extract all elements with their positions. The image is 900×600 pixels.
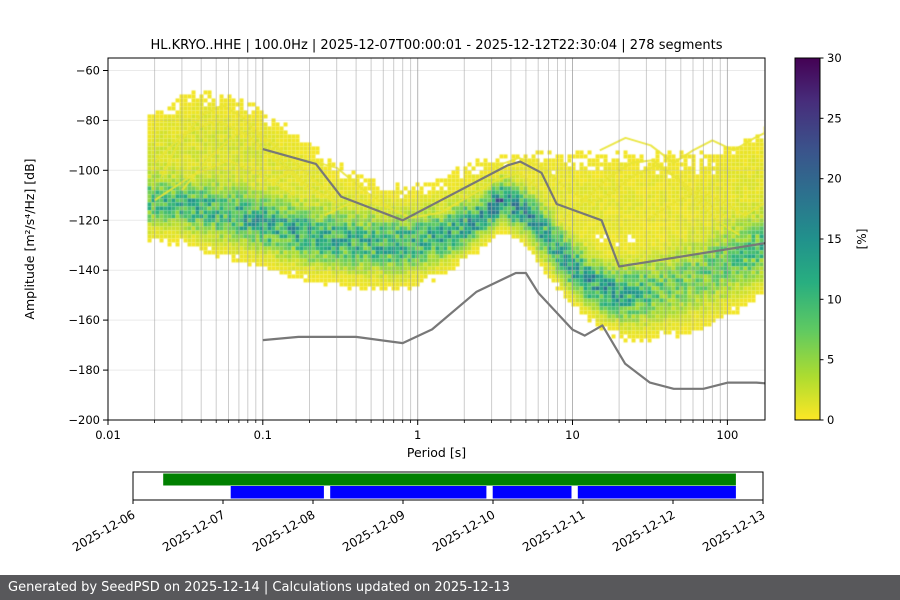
svg-text:−140: −140: [68, 263, 100, 277]
timeline-data-segment: [577, 486, 736, 499]
svg-text:−160: −160: [68, 313, 100, 327]
colorbar-label: [%]: [855, 229, 869, 250]
plot-border: [107, 57, 766, 421]
svg-text:5: 5: [827, 353, 834, 367]
plot-title: HL.KRYO..HHE | 100.0Hz | 2025-12-07T00:0…: [150, 38, 723, 53]
timeline-date-label: 2025-12-07: [160, 507, 227, 554]
y-axis: −60 −80 −100 −120 −140 −160 −180 −200 Amplitude …: [22, 64, 108, 427]
svg-text:10: 10: [827, 292, 842, 306]
x-axis-label: Period [s]: [407, 445, 466, 460]
timeline-date-label: 2025-12-12: [610, 507, 677, 554]
svg-text:−60: −60: [76, 64, 100, 78]
y-axis-label: Amplitude [m²/s⁴/Hz] [dB]: [22, 158, 37, 319]
timeline-date-label: 2025-12-11: [520, 507, 587, 554]
low-noise-model-line: [262, 271, 766, 390]
timeline-data-segment: [230, 486, 324, 499]
grid: [107, 58, 765, 421]
svg-text:0.01: 0.01: [95, 428, 121, 442]
timeline-data-segment: [330, 486, 487, 499]
svg-text:20: 20: [827, 172, 842, 186]
timeline: 2025-12-06 2025-12-07 2025-12-08 2025-12-09…: [70, 471, 768, 554]
timeline-date-label: 2025-12-08: [250, 507, 317, 554]
svg-text:−80: −80: [76, 113, 100, 127]
noise-models: [262, 148, 766, 390]
svg-text:−180: −180: [68, 363, 100, 377]
svg-text:0.1: 0.1: [254, 428, 272, 442]
x-axis: 0.01 0.1 1 10 100 Period [s]: [95, 420, 738, 460]
svg-text:15: 15: [827, 232, 842, 246]
svg-text:0: 0: [827, 413, 834, 427]
svg-text:−120: −120: [68, 213, 100, 227]
colorbar: 0 5 10 15 20 25 30 [%]: [794, 51, 869, 427]
timeline-date-label: 2025-12-06: [70, 507, 137, 554]
timeline-data-segment: [492, 486, 572, 499]
svg-text:100: 100: [716, 428, 738, 442]
timeline-coverage-segment: [163, 473, 736, 486]
svg-text:10: 10: [565, 428, 580, 442]
timeline-date-label: 2025-12-09: [340, 507, 407, 554]
status-bar: Generated by SeedPSD on 2025-12-14 | Cal…: [0, 575, 900, 600]
svg-text:25: 25: [827, 111, 842, 125]
high-noise-model-line: [262, 148, 766, 268]
svg-text:1: 1: [414, 428, 421, 442]
svg-text:−100: −100: [68, 163, 100, 177]
timeline-date-label: 2025-12-13: [700, 507, 767, 554]
colorbar-gradient: [794, 57, 821, 421]
timeline-date-label: 2025-12-10: [430, 507, 497, 554]
svg-text:30: 30: [827, 51, 842, 65]
svg-text:−200: −200: [68, 413, 100, 427]
status-text: Generated by SeedPSD on 2025-12-14 | Cal…: [8, 580, 510, 595]
